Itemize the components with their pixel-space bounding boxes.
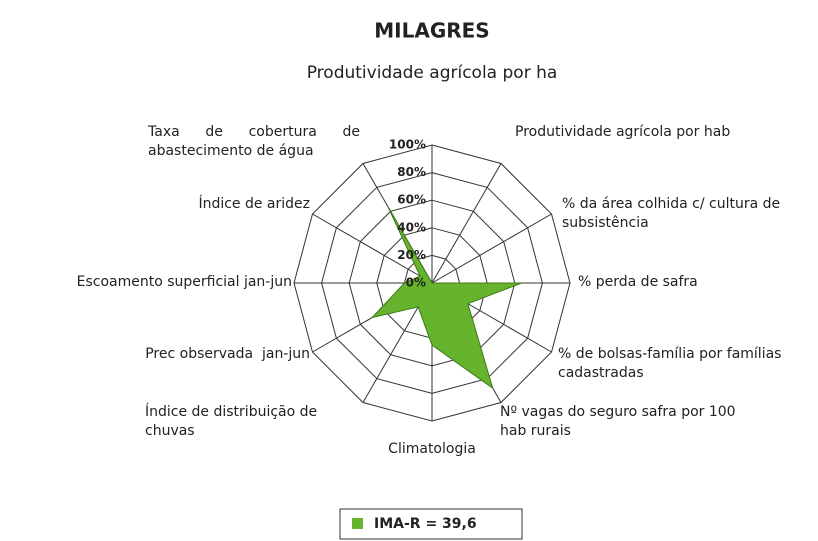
category-label: Produtividade agrícola por hab	[515, 124, 731, 140]
r-tick-label: 60%	[397, 193, 426, 207]
category-label: Produtividade agrícola por ha	[306, 63, 558, 83]
r-tick-label: 80%	[397, 165, 426, 179]
category-label: % de bolsas-família por famílias cadastr…	[558, 346, 786, 381]
category-label: % perda de safra	[578, 274, 698, 290]
legend-label: IMA-R = 39,6	[374, 516, 477, 532]
chart-title: MILAGRES	[374, 19, 489, 43]
category-label: Nº vagas do seguro safra por 100 hab rur…	[500, 404, 741, 439]
legend-box	[339, 508, 523, 540]
r-tick-label: 100%	[389, 138, 426, 152]
category-label: Taxa de cobertura de abastecimento de ág…	[148, 124, 365, 159]
axis-spoke	[431, 213, 552, 284]
category-label: Climatologia	[388, 441, 476, 457]
series-area	[370, 206, 522, 390]
legend-swatch	[352, 518, 363, 529]
r-tick-label: 40%	[397, 220, 426, 234]
category-label: % da área colhida c/ cultura de subsistê…	[562, 196, 785, 231]
category-label: Escoamento superficial jan-jun	[76, 274, 292, 290]
category-label: Índice de aridez	[198, 196, 310, 212]
axis-spoke	[431, 163, 502, 284]
category-label: Prec observada jan-jun	[145, 346, 310, 362]
category-label: Índice de distribuição de chuvas	[145, 404, 322, 439]
axis-spoke	[312, 213, 433, 284]
r-tick-label: 20%	[397, 248, 426, 262]
r-tick-label: 0%	[406, 276, 426, 290]
